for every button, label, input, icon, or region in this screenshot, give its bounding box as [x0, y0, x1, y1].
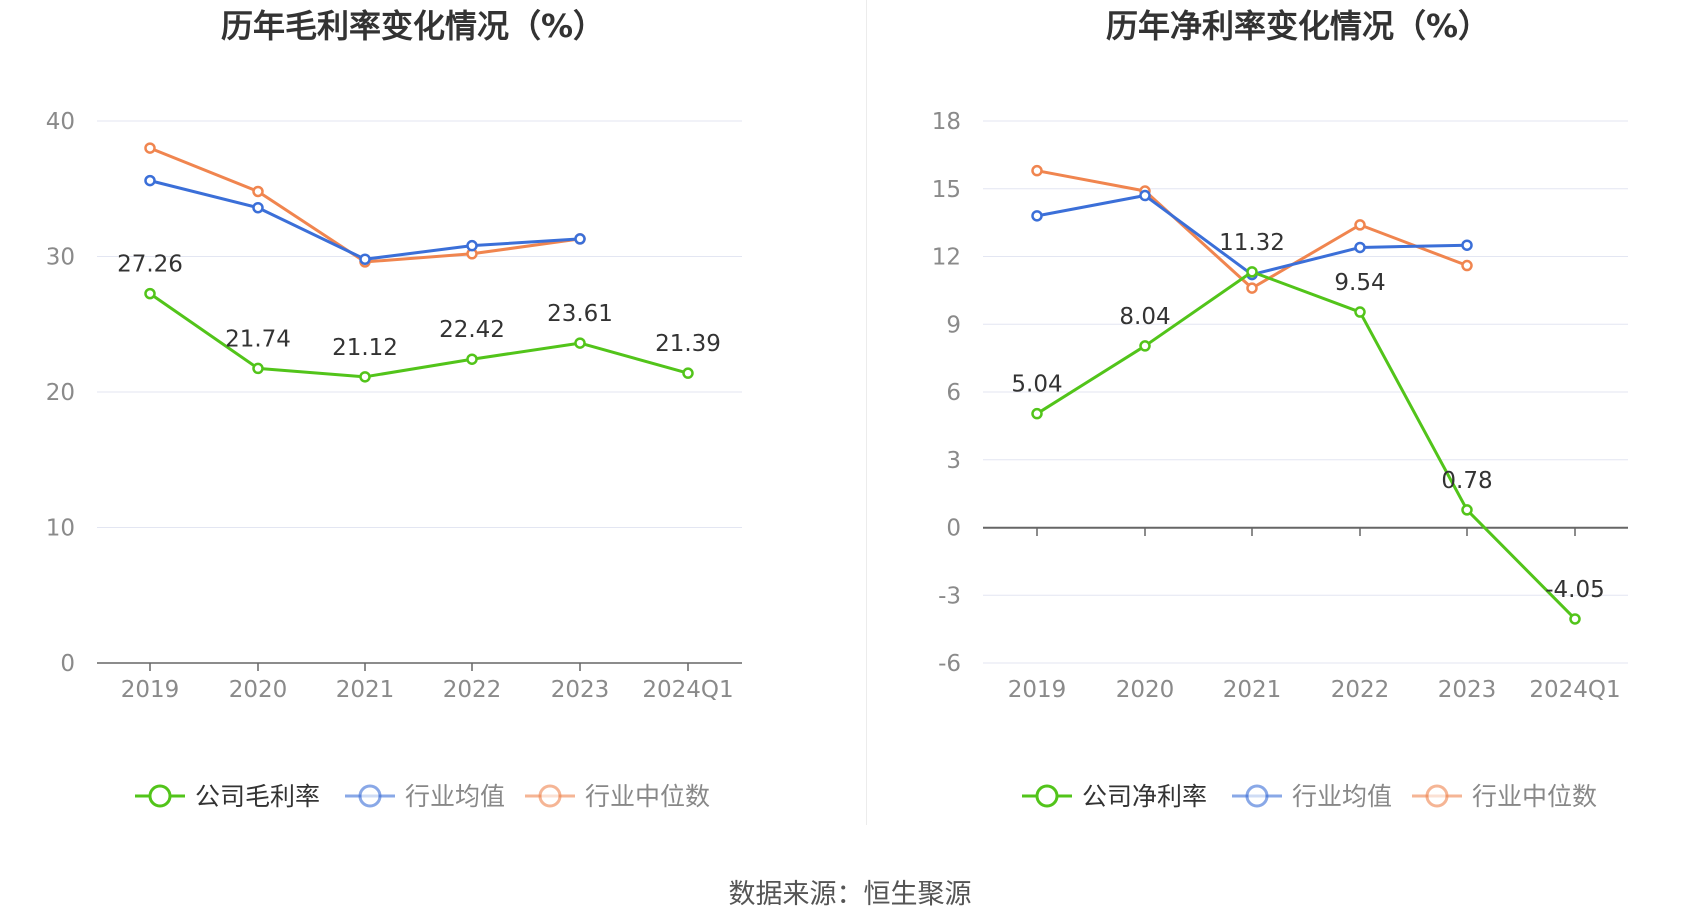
legend-label: 行业均值 [405, 782, 505, 811]
legend-marker [1425, 784, 1449, 808]
data-point [1031, 164, 1043, 177]
x-tick-label: 2023 [551, 677, 610, 703]
x-tick-label: 2022 [443, 677, 502, 703]
y-tick-label: 40 [46, 109, 75, 135]
x-tick-label: 2019 [1008, 677, 1067, 703]
y-tick-label: 18 [932, 109, 961, 135]
data-point [1461, 259, 1473, 272]
data-point [1246, 266, 1258, 278]
data-point [1031, 407, 1043, 420]
data-point [144, 287, 156, 300]
x-tick-label: 2024Q1 [642, 677, 733, 703]
y-tick-label: -6 [938, 651, 961, 677]
data-point [466, 353, 478, 365]
data-label: 23.61 [547, 301, 613, 327]
legend-label: 公司净利率 [1082, 782, 1207, 811]
legend-item-3: 行业中位数 [525, 782, 710, 811]
data-label: 11.32 [1219, 230, 1285, 256]
data-point [682, 367, 694, 379]
data-label: 9.54 [1334, 270, 1385, 296]
data-point [1461, 239, 1473, 251]
legend-item-1: 公司毛利率 [135, 782, 320, 811]
y-tick-label: 15 [932, 177, 961, 203]
data-label: 5.04 [1011, 372, 1062, 398]
chart-title: 历年净利率变化情况（%） [1106, 7, 1490, 45]
y-tick-label: 20 [46, 380, 75, 406]
data-point [359, 253, 371, 265]
data-point [359, 371, 371, 383]
data-point [1354, 306, 1366, 318]
data-point [1354, 219, 1366, 231]
y-tick-label: 3 [946, 448, 961, 474]
legend-label: 行业中位数 [1472, 782, 1597, 811]
x-tick-label: 2023 [1438, 677, 1497, 703]
y-tick-label: -3 [938, 583, 961, 609]
panel-divider [866, 0, 867, 825]
data-point [1569, 613, 1581, 625]
data-point [144, 142, 156, 154]
data-label: -4.05 [1545, 577, 1605, 603]
data-label: 22.42 [439, 317, 505, 343]
legend-marker [358, 784, 382, 808]
legend-label: 行业均值 [1292, 782, 1392, 811]
y-tick-label: 6 [946, 380, 961, 406]
series-line-1 [149, 292, 689, 379]
data-label: 21.39 [655, 331, 721, 357]
legend-label: 公司毛利率 [195, 782, 320, 811]
data-point [252, 185, 264, 198]
y-tick-label: 12 [932, 245, 961, 271]
data-label: 0.78 [1441, 468, 1492, 494]
chart-title: 历年毛利率变化情况（%） [221, 7, 605, 45]
legend-item-2: 行业均值 [1232, 782, 1392, 811]
legend-label: 行业中位数 [585, 782, 710, 811]
legend-item-3: 行业中位数 [1412, 782, 1597, 811]
x-tick-label: 2021 [1223, 677, 1282, 703]
data-point [466, 239, 478, 252]
data-source-note: 数据来源：恒生聚源 [728, 879, 972, 910]
data-point [574, 337, 586, 349]
legend-marker [1035, 784, 1059, 808]
data-point [574, 233, 586, 245]
series-line-3 [149, 146, 581, 264]
data-label: 21.12 [332, 335, 398, 361]
x-tick-label: 2019 [121, 677, 180, 703]
y-tick-label: 0 [60, 651, 75, 677]
data-point [252, 201, 264, 214]
x-tick-label: 2024Q1 [1529, 677, 1620, 703]
legend-marker [148, 784, 172, 808]
legend-marker [1245, 784, 1269, 808]
legend-item-2: 行业均值 [345, 782, 505, 811]
x-tick-label: 2022 [1331, 677, 1390, 703]
y-tick-label: 30 [46, 245, 75, 271]
data-point [1139, 189, 1151, 202]
data-point [1031, 210, 1043, 222]
y-tick-label: 10 [46, 516, 75, 542]
legend-item-1: 公司净利率 [1022, 782, 1207, 811]
y-tick-label: 0 [946, 516, 961, 542]
data-point [252, 362, 264, 375]
y-tick-label: 9 [946, 312, 961, 338]
data-point [1461, 504, 1473, 516]
chart-panel-1: 历年毛利率变化情况（%） 0 10 20 30 40 2019 2020 2021 2022 202… [46, 7, 742, 811]
x-tick-label: 2020 [1116, 677, 1175, 703]
legend-marker [538, 784, 562, 808]
x-tick-label: 2020 [229, 677, 288, 703]
x-tick-label: 2021 [336, 677, 395, 703]
data-label: 27.26 [117, 252, 183, 278]
data-point [1246, 282, 1258, 294]
data-point [144, 174, 156, 187]
data-point [1354, 241, 1366, 254]
series-line-1 [1036, 270, 1577, 621]
chart-panel-2: 历年净利率变化情况（%） -6 -3 0 3 6 9 12 15 18 2019 2020 2021 20… [932, 7, 1628, 811]
data-point [1139, 340, 1151, 352]
data-label: 21.74 [225, 326, 291, 352]
data-label: 8.04 [1119, 304, 1170, 330]
